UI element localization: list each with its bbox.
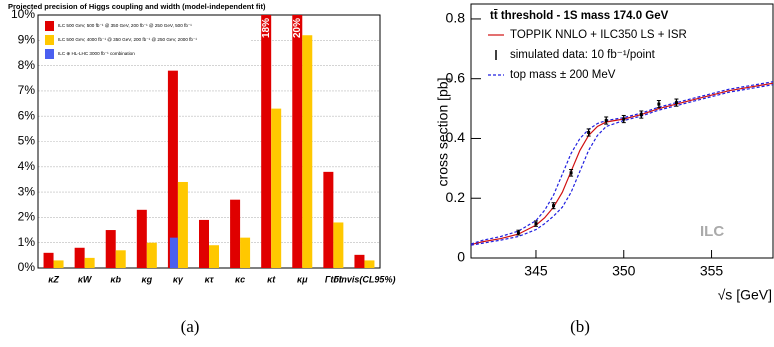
bar — [84, 257, 95, 268]
y-tick-label: 0.2 — [446, 189, 466, 205]
bar — [230, 199, 241, 268]
bar — [292, 15, 303, 268]
chart-title: Projected precision of Higgs coupling an… — [8, 2, 266, 11]
bar — [115, 250, 126, 268]
legend-label: ILC ⊕ HL-LHC 3000 fb⁻¹ combination — [58, 51, 135, 56]
x-tick-label: κg — [142, 274, 153, 284]
bar — [136, 209, 147, 268]
x-tick-label: κτ — [205, 274, 215, 284]
x-tick-label: Γinvis(CL95%) — [333, 274, 395, 284]
y-tick-label: 4% — [18, 159, 36, 173]
y-tick-label: 0% — [18, 260, 36, 274]
y-axis-label: cross section [pb] — [435, 78, 451, 187]
x-tick-label: Γtot — [325, 274, 343, 284]
legend-swatch — [45, 21, 54, 31]
legend-box — [41, 18, 251, 65]
bar — [271, 108, 282, 268]
x-tick-label: κμ — [297, 274, 308, 284]
bar — [333, 222, 344, 268]
x-tick-label: κW — [78, 274, 93, 284]
value-label: 20% — [292, 18, 303, 38]
y-tick-label: 0 — [457, 249, 465, 265]
data-point — [674, 101, 678, 105]
legend-label: ILC 500 GeV, 4000 fb⁻¹ @ 350 GeV, 200 fb… — [58, 37, 197, 42]
bar — [323, 171, 334, 268]
y-tick-label: 8% — [18, 58, 36, 72]
bar — [240, 237, 251, 268]
x-tick-label: 350 — [612, 263, 636, 279]
x-tick-label: κc — [235, 274, 245, 284]
legend-label: top mass ± 200 MeV — [510, 69, 616, 81]
bar — [74, 247, 85, 268]
annotation: ILC — [700, 223, 724, 240]
plot-frame — [470, 3, 774, 259]
legend-label: TOPPIK NNLO + ILC350 LS + ISR — [510, 29, 687, 41]
bar — [169, 237, 178, 268]
data-point — [587, 130, 591, 134]
y-tick-label: 5% — [18, 134, 36, 148]
x-tick-label: κt — [267, 274, 276, 284]
y-tick-label: 0.6 — [446, 69, 466, 85]
data-point — [622, 117, 626, 121]
bar — [146, 242, 157, 268]
data-point — [604, 119, 608, 123]
line — [471, 81, 773, 245]
x-tick-label: κZ — [48, 274, 59, 284]
bar — [177, 181, 188, 268]
curves — [471, 81, 773, 246]
bar — [354, 254, 365, 268]
bar — [209, 245, 219, 268]
data-point — [569, 171, 573, 175]
data-point — [534, 222, 538, 226]
caption: (b) — [570, 317, 590, 336]
y-tick-label: 6% — [18, 108, 36, 122]
y-tick-label: 0.4 — [446, 129, 466, 145]
line — [471, 84, 773, 246]
legend-label: ILC 500 GeV, 500 fb⁻¹ @ 350 GeV, 200 fb⁻… — [58, 23, 192, 28]
x-tick-label: κb — [110, 274, 121, 284]
x-tick-label: κγ — [173, 274, 184, 284]
bar — [261, 15, 272, 268]
bar — [53, 260, 64, 268]
x-tick-label: 345 — [524, 263, 548, 279]
caption: (a) — [181, 317, 200, 336]
bar — [43, 252, 54, 268]
y-tick-label: 7% — [18, 83, 36, 97]
data-point — [516, 231, 520, 235]
y-tick-label: 0.8 — [446, 10, 466, 26]
y-tick-label: 10% — [11, 7, 35, 21]
legend-label: simulated data: 10 fb⁻¹/point — [510, 49, 656, 61]
bar — [167, 70, 178, 268]
bar — [364, 260, 375, 268]
legend-swatch — [45, 35, 54, 45]
y-tick-label: 9% — [18, 32, 36, 46]
value-label: 18% — [261, 18, 272, 38]
legend-swatch — [45, 49, 54, 59]
bar — [199, 219, 209, 268]
x-axis-label: √s [GeV] — [718, 287, 772, 303]
line — [471, 82, 773, 246]
data-point — [552, 204, 556, 208]
bars — [43, 15, 375, 268]
x-tick-label: 355 — [700, 263, 724, 279]
data-point — [657, 102, 661, 106]
bar — [105, 230, 116, 268]
chart-title: tt̄ threshold - 1S mass 174.0 GeV — [490, 10, 669, 22]
y-tick-label: 2% — [18, 210, 36, 224]
bar — [302, 35, 313, 268]
y-tick-label: 1% — [18, 235, 36, 249]
y-tick-label: 3% — [18, 184, 36, 198]
data-point — [639, 113, 643, 117]
